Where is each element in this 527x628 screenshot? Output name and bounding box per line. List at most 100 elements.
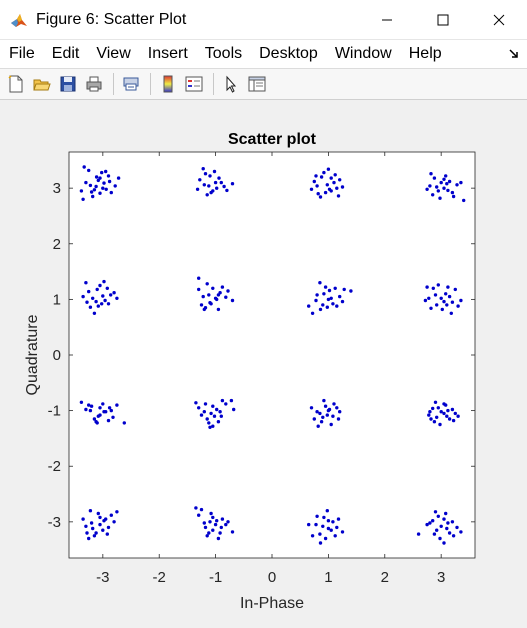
scatter-point [428,184,432,188]
scatter-point [89,521,94,525]
scatter-point [98,283,102,288]
menu-view[interactable]: View [96,45,131,62]
save-button[interactable] [56,72,80,96]
scatter-point [349,289,353,293]
scatter-point [444,511,448,516]
scatter-point [315,410,319,414]
scatter-point [435,528,439,532]
scatter-point [194,401,198,405]
maximize-button[interactable] [415,0,471,40]
close-button[interactable] [471,0,527,40]
scatter-point [113,184,117,188]
scatter-point [447,531,452,535]
scatter-point [459,298,463,303]
scatter-point [205,193,209,197]
menu-desktop[interactable]: Desktop [259,45,318,62]
scatter-point [340,185,345,189]
scatter-point [215,186,219,190]
scatter-point [203,525,208,530]
menu-bar: File Edit View Insert Tools Desktop Wind… [0,40,527,68]
scatter-point [435,185,439,189]
scatter-point [102,181,106,185]
scatter-point [100,170,104,175]
scatter-point [209,511,213,516]
close-icon [493,14,505,25]
scatter-point [203,402,208,406]
scatter-point [438,196,442,200]
scatter-point [315,514,319,518]
scatter-point [439,410,443,414]
print-button[interactable] [82,72,106,96]
scatter-point [322,398,326,403]
scatter-point [429,172,433,176]
scatter-point [94,531,98,535]
menu-window[interactable]: Window [334,45,392,62]
scatter-point [329,528,333,532]
scatter-point [213,180,218,185]
scatter-point [314,298,318,303]
print-icon [86,76,102,92]
menu-tools[interactable]: Tools [204,45,243,62]
scatter-point [219,180,223,185]
scatter-point [332,402,336,406]
menu-file[interactable]: File [9,45,35,62]
scatter-point [429,306,433,310]
scatter-point [92,417,97,421]
new-figure-button[interactable] [4,72,28,96]
scatter-point [195,187,200,191]
scatter-point [436,406,440,410]
scatter-point [340,299,345,304]
print-preview-button[interactable] [119,72,143,96]
minimize-button[interactable] [359,0,415,40]
print-preview-icon [123,77,139,91]
colorbar-button[interactable] [156,72,180,96]
scatter-point [88,509,93,513]
scatter-point [315,184,319,188]
scatter-point [433,400,438,404]
scatter-point [212,414,217,418]
scatter-point [201,167,205,171]
scatter-point [209,411,213,416]
scatter-point [109,513,114,517]
menu-insert[interactable]: Insert [147,45,188,62]
scatter-point [225,188,229,193]
scatter-point [101,186,105,190]
legend-button[interactable] [182,72,206,96]
property-editor-button[interactable] [245,72,269,96]
scatter-plot-chart: -3 -2 -1 0 1 2 3 -3 -2 -1 0 1 2 3 Scatter plot In-Ph… [24,131,476,612]
menu-edit[interactable]: Edit [51,45,80,62]
scatter-point [94,184,98,189]
scatter-point [318,307,323,312]
scatter-point [331,302,335,306]
scatter-point [102,279,106,284]
scatter-point [81,197,85,201]
scatter-point [316,192,320,196]
scatter-point [88,183,93,188]
scatter-point [333,534,337,538]
scatter-point [447,294,452,299]
x-axis-label: In-Phase [240,595,304,612]
scatter-point [112,291,116,295]
scatter-point [318,281,322,285]
dock-arrow-icon[interactable] [507,47,521,61]
scatter-point [312,179,316,184]
pointer-icon [226,75,237,93]
scatter-point [208,174,212,178]
chart-title: Scatter plot [228,131,317,148]
scatter-point [446,408,450,413]
scatter-point [87,289,91,294]
pointer-button[interactable] [219,72,243,96]
scatter-point [197,513,201,517]
scatter-point [218,410,222,414]
scatter-point [104,517,108,521]
scatter-point [115,510,119,514]
scatter-point [88,305,93,309]
scatter-point [444,403,448,407]
scatter-point [109,293,113,297]
open-file-button[interactable] [30,72,54,96]
menu-help[interactable]: Help [408,45,442,62]
scatter-point [446,188,450,193]
scatter-point [456,414,460,418]
scatter-point [323,190,328,195]
scatter-point [230,530,235,534]
